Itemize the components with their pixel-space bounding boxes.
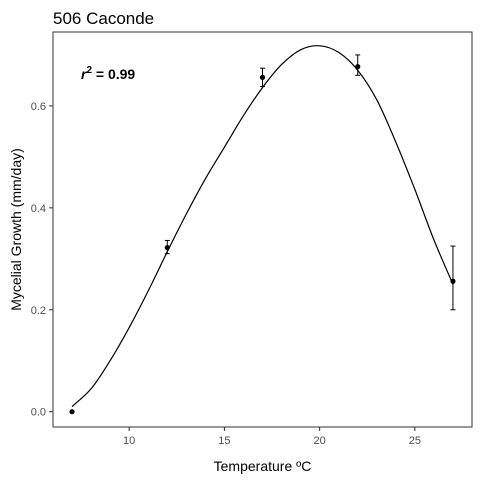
plot-frame — [52, 31, 473, 428]
data-point — [164, 244, 170, 251]
y-axis-ticks: 0.0 0.2 0.4 0.6 — [31, 101, 53, 419]
data-point — [259, 74, 266, 80]
chart-title: 506 Caconde — [53, 9, 154, 28]
data-point — [450, 278, 456, 284]
x-axis-label: Temperature ºC — [214, 458, 312, 474]
x-tick-label: 20 — [314, 435, 326, 447]
data-point — [69, 409, 75, 415]
y-tick-label: 0.4 — [31, 203, 46, 215]
x-tick-label: 10 — [123, 435, 135, 447]
y-tick-label: 0.0 — [31, 407, 46, 419]
r-symbol: r — [81, 66, 88, 82]
r-squared-annotation: r2 = 0.99 — [81, 65, 135, 82]
data-points — [69, 54, 456, 415]
y-tick-label: 0.6 — [31, 101, 46, 113]
x-tick-label: 15 — [218, 435, 230, 447]
y-axis-label: Mycelial Growth (mm/day) — [8, 148, 24, 311]
r-exponent: 2 — [86, 65, 92, 76]
x-tick-label: 25 — [409, 435, 421, 447]
fit-curve — [71, 45, 454, 408]
y-tick-label: 0.2 — [31, 305, 46, 317]
x-axis-ticks: 10 15 20 25 — [123, 427, 421, 447]
data-point — [355, 64, 361, 70]
r-squared-value: = 0.99 — [92, 66, 135, 82]
